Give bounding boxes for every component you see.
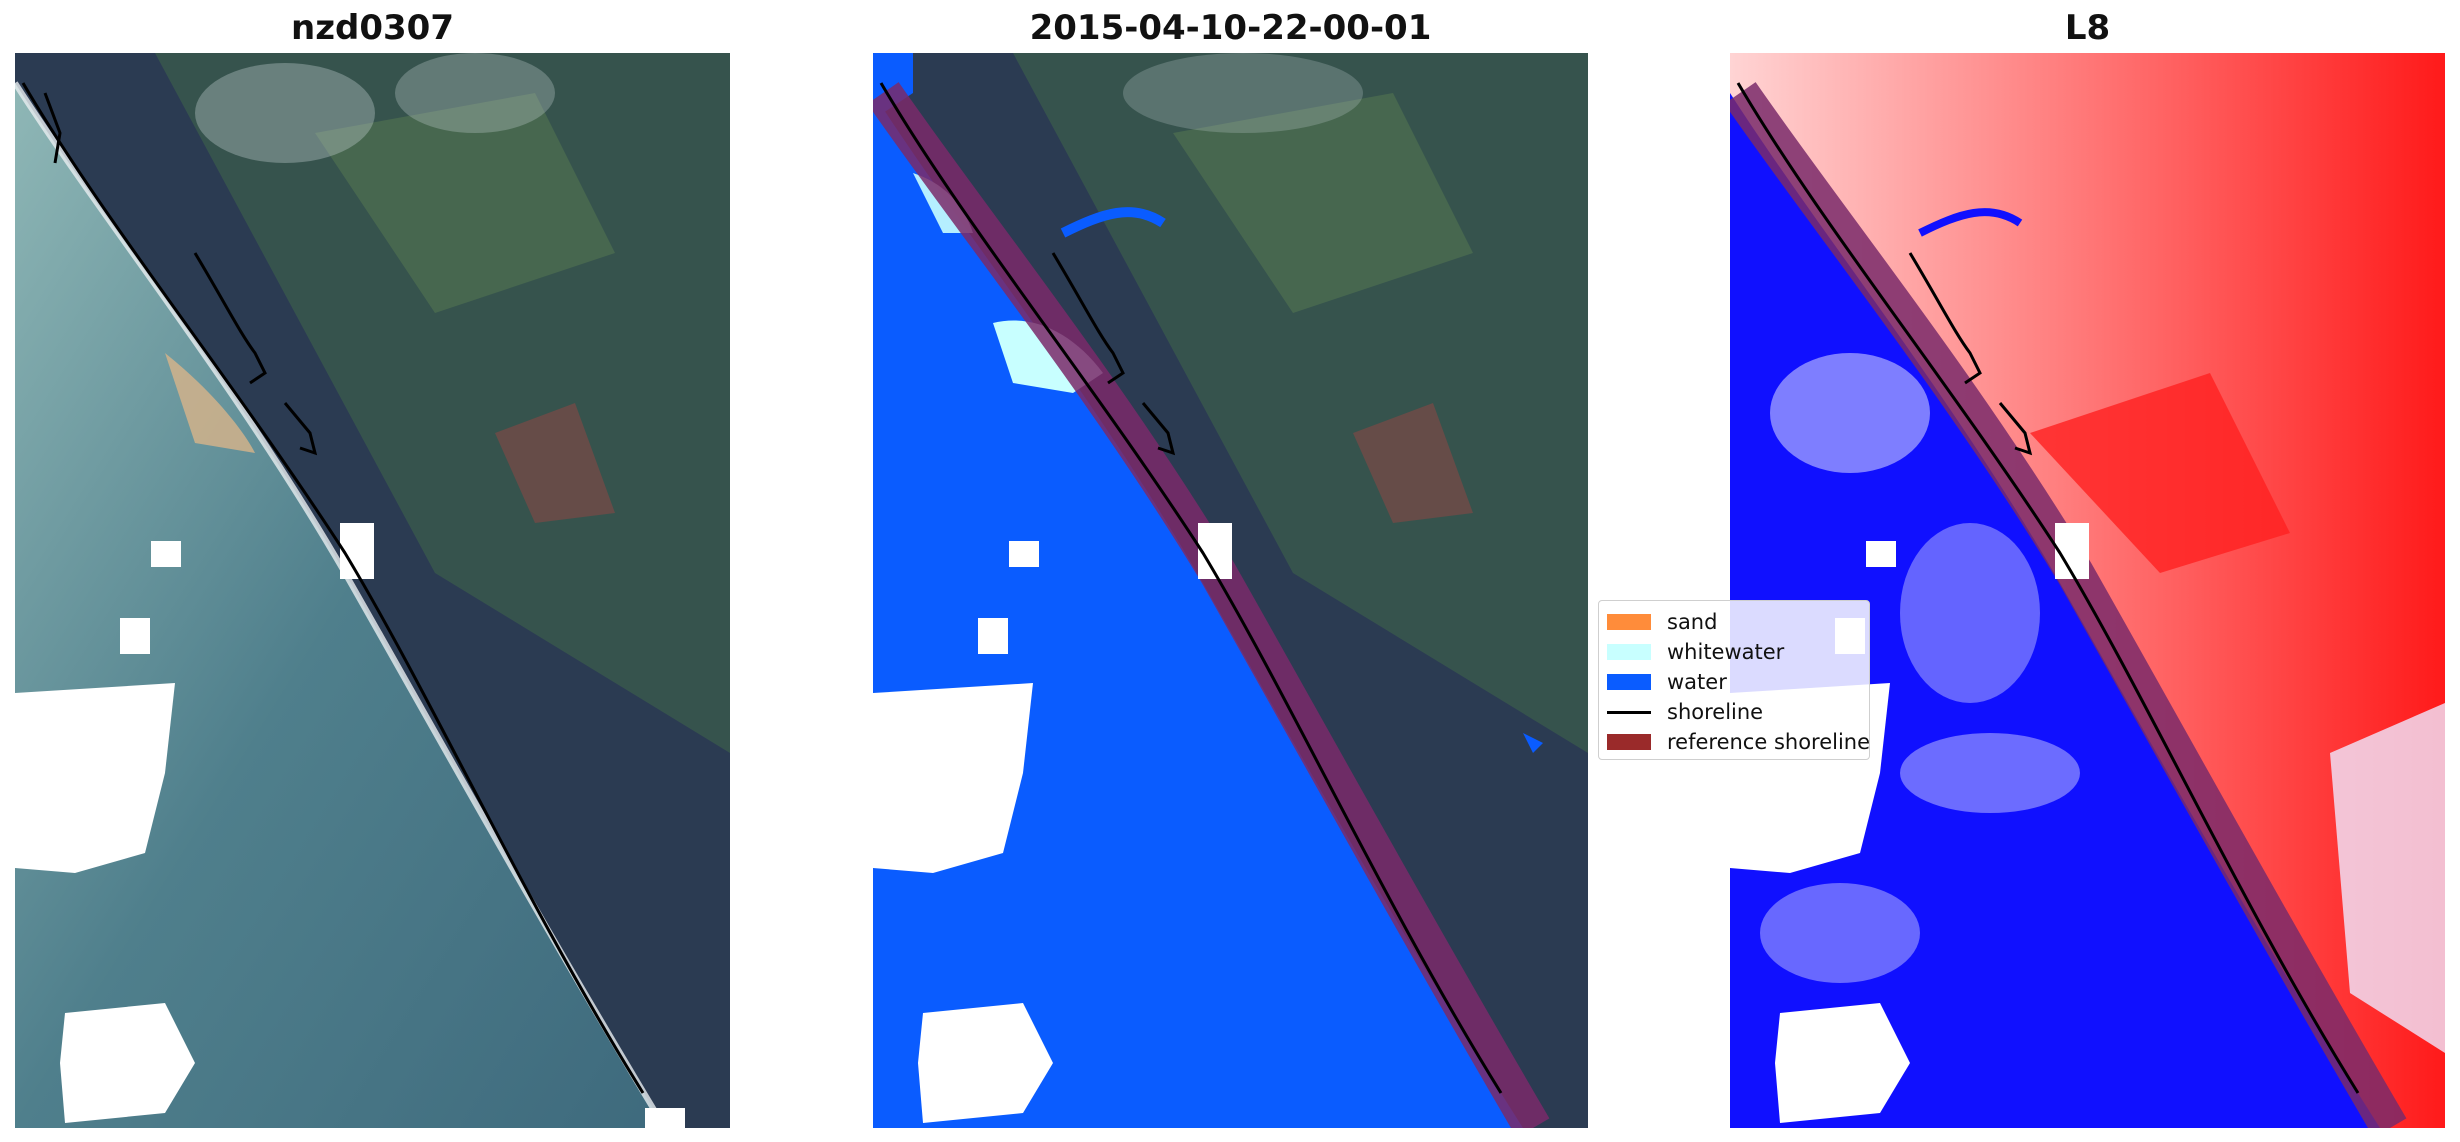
reference-shoreline-swatch — [1607, 734, 1651, 750]
panel-title-index: L8 — [2064, 8, 2111, 48]
legend-item-sand: sand — [1607, 607, 1861, 637]
classification-image — [873, 53, 1588, 1128]
panel-title-rgb: nzd0307 — [291, 8, 454, 48]
legend-label-water: water — [1667, 670, 1727, 694]
legend-item-reference-shoreline: reference shoreline — [1607, 727, 1869, 757]
legend-item-whitewater: whitewater — [1607, 637, 1861, 667]
legend-label-reference-shoreline: reference shoreline — [1667, 730, 1870, 754]
legend-label-whitewater: whitewater — [1667, 640, 1785, 664]
whitewater-swatch — [1607, 644, 1651, 660]
rgb-image-panel — [15, 53, 730, 1128]
legend-label-sand: sand — [1667, 610, 1718, 634]
index-map-image — [1730, 53, 2445, 1128]
legend-item-shoreline: shoreline — [1607, 697, 1861, 727]
rgb-satellite-image — [15, 53, 730, 1128]
sand-swatch — [1607, 614, 1651, 630]
legend: sand whitewater water shoreline referenc… — [1598, 600, 1870, 760]
classification-panel — [873, 53, 1588, 1128]
legend-item-water: water — [1607, 667, 1861, 697]
panel-title-classification: 2015-04-10-22-00-01 — [1029, 8, 1432, 48]
shoreline-line-icon — [1607, 710, 1651, 714]
legend-label-shoreline: shoreline — [1667, 700, 1764, 724]
water-swatch — [1607, 674, 1651, 690]
index-map-panel — [1730, 53, 2445, 1128]
